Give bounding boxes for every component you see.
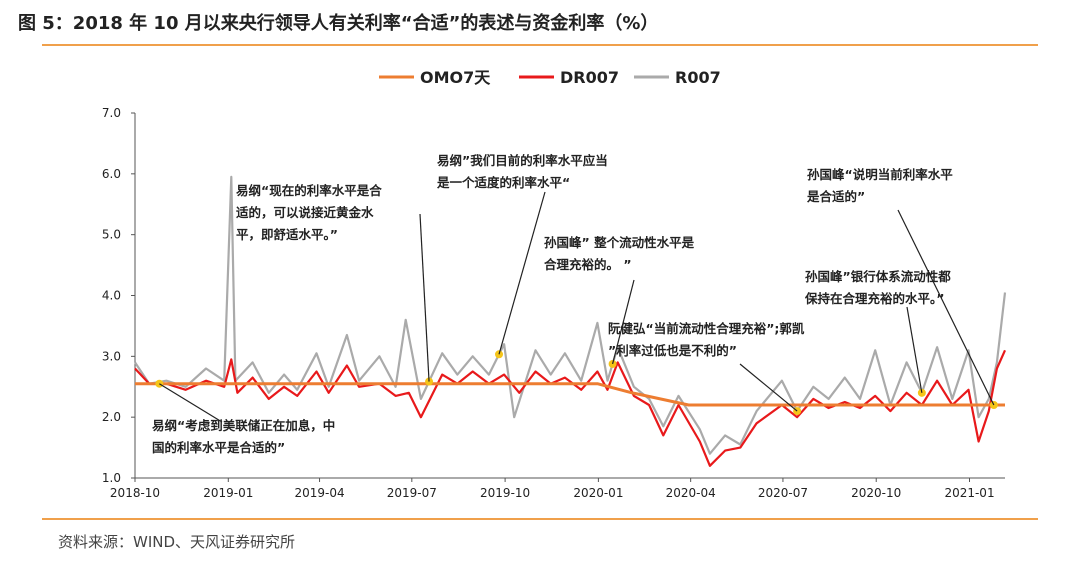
series-lines: [134, 175, 1007, 467]
annotation-leader: [159, 383, 223, 423]
annotation-leader: [906, 306, 923, 393]
annotation-leader: [498, 191, 546, 355]
annotation-text: 平，即舒适水平。”: [236, 227, 338, 242]
annotation-text: 合理充裕的。 ”: [544, 257, 632, 272]
annotation-text: 孙国峰”银行体系流动性都: [805, 269, 951, 284]
y-tick-label: 2.0: [102, 410, 121, 424]
annotation-text: 阮健弘“当前流动性合理充裕”;郭凯: [608, 321, 805, 336]
annotation-leader: [419, 213, 430, 382]
x-tick-label: 2020-04: [666, 486, 716, 500]
x-tick-label: 2021-01: [944, 486, 994, 500]
x-tick-label: 2020-10: [851, 486, 901, 500]
legend-label-omo: OMO7天: [420, 68, 491, 87]
y-tick-label: 7.0: [102, 106, 121, 120]
annotation-leader: [897, 209, 995, 406]
annotation-text: 保持在合理充裕的水平。”: [804, 291, 944, 306]
x-tick-label: 2018-10: [110, 486, 160, 500]
legend-label-dr: DR007: [560, 68, 619, 87]
annotation-leader: [739, 363, 798, 412]
series-line-r: [134, 175, 1007, 455]
y-tick-label: 5.0: [102, 228, 121, 242]
series-line-dr: [134, 349, 1007, 467]
legend: OMO7天 DR007 R007: [379, 68, 721, 87]
annotation-text: 易纲“现在的利率水平是合: [236, 183, 382, 198]
x-tick-label: 2019-10: [480, 486, 530, 500]
annotation-text: 是合适的”: [806, 189, 865, 204]
annotation-text: 孙国峰“说明当前利率水平: [807, 167, 953, 182]
y-tick-label: 1.0: [102, 471, 121, 485]
annotation-leader: [612, 279, 635, 365]
x-tick-label: 2019-07: [387, 486, 437, 500]
x-tick-label: 2020-07: [758, 486, 808, 500]
series-line-omo: [135, 382, 1005, 407]
annotation-text: 易纲”我们目前的利率水平应当: [437, 153, 608, 168]
y-tick-label: 6.0: [102, 167, 121, 181]
x-tick-label: 2020-01: [573, 486, 623, 500]
x-tick-label: 2019-04: [294, 486, 344, 500]
legend-label-r: R007: [675, 68, 721, 87]
top-rule: [42, 44, 1038, 46]
x-tick-label: 2019-01: [203, 486, 253, 500]
annotation-text: 国的利率水平是合适的”: [152, 440, 285, 455]
annotation-text: 是一个适度的利率水平“: [436, 175, 570, 190]
annotation-text: 适的，可以说接近黄金水: [236, 205, 374, 220]
y-tick-label: 4.0: [102, 289, 121, 303]
annotation-text: 易纲“考虑到美联储正在加息，中: [152, 418, 335, 433]
y-tick-label: 3.0: [102, 349, 121, 363]
annotation-text: 孙国峰” 整个流动性水平是: [544, 235, 695, 250]
figure-title: 图 5：2018 年 10 月以来央行领导人有关利率“合适”的表述与资金利率（%…: [18, 13, 659, 34]
bottom-rule: [42, 518, 1038, 520]
source-note: 资料来源：WIND、天风证券研究所: [58, 533, 296, 551]
annotation-text: ”利率过低也是不利的”: [608, 343, 737, 358]
